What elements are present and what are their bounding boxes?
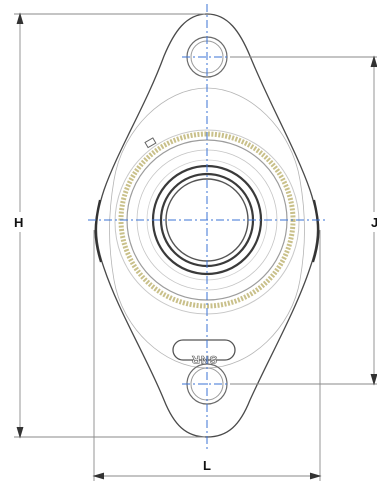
- dimension-l: [92, 230, 322, 481]
- dimension-j: [230, 55, 377, 386]
- brand-logo-text: SNR: [191, 353, 217, 365]
- grease-nipple: [144, 137, 157, 149]
- dimension-l-label: L: [203, 458, 211, 473]
- dimension-h-label: H: [14, 215, 23, 230]
- centerlines: [88, 4, 326, 452]
- housing-left-shadow: [94, 199, 103, 263]
- housing-right-shadow: [311, 199, 320, 263]
- dimension-h: [14, 12, 205, 439]
- brand-logo: SNR: [172, 339, 236, 365]
- dimension-j-label: J: [371, 215, 377, 230]
